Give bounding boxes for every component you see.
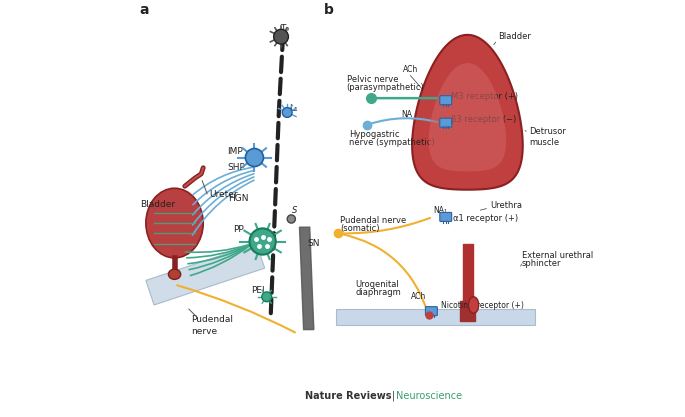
Text: Bladder: Bladder <box>140 200 175 209</box>
Text: b: b <box>324 3 334 17</box>
Text: HGN: HGN <box>229 194 249 203</box>
FancyBboxPatch shape <box>440 95 451 105</box>
Circle shape <box>274 29 288 44</box>
Text: α1 receptor (+): α1 receptor (+) <box>453 214 519 223</box>
Polygon shape <box>429 63 506 171</box>
Text: Pelvic nerve: Pelvic nerve <box>347 75 398 84</box>
Text: Nature Reviews: Nature Reviews <box>305 391 392 401</box>
Text: Urethra: Urethra <box>490 201 522 210</box>
Circle shape <box>245 148 264 166</box>
Text: L₁: L₁ <box>289 104 298 113</box>
Text: ACh: ACh <box>403 65 418 73</box>
Ellipse shape <box>469 297 479 313</box>
Text: Hypogastric: Hypogastric <box>349 130 399 139</box>
Text: diaphragm: diaphragm <box>356 288 401 297</box>
Text: PP: PP <box>234 225 245 234</box>
Text: T₉: T₉ <box>280 24 289 33</box>
Text: Nicotinic receptor (+): Nicotinic receptor (+) <box>441 301 524 309</box>
Polygon shape <box>336 309 535 326</box>
FancyBboxPatch shape <box>440 212 451 221</box>
Text: External urethral: External urethral <box>522 251 593 260</box>
Text: Pudendal nerve: Pudendal nerve <box>340 216 407 225</box>
Text: a: a <box>140 3 149 17</box>
Circle shape <box>249 229 276 255</box>
Text: NA₁: NA₁ <box>434 206 447 215</box>
Circle shape <box>262 292 272 302</box>
Text: β3 receptor (−): β3 receptor (−) <box>451 116 516 124</box>
Text: ACh: ACh <box>411 292 426 301</box>
Text: M3 receptor (+): M3 receptor (+) <box>451 92 518 100</box>
Text: Urogenital: Urogenital <box>356 280 399 289</box>
Text: PEL: PEL <box>251 286 268 295</box>
Text: S: S <box>292 206 297 215</box>
Polygon shape <box>146 244 264 305</box>
Ellipse shape <box>146 188 203 258</box>
Text: Pudendal
nerve: Pudendal nerve <box>191 315 233 336</box>
Ellipse shape <box>169 269 181 279</box>
Polygon shape <box>412 35 523 190</box>
Circle shape <box>287 215 295 223</box>
Text: |: | <box>392 391 395 401</box>
Text: NA: NA <box>401 110 412 118</box>
Text: Detrusor
muscle: Detrusor muscle <box>530 127 566 147</box>
Text: (parasympathetic): (parasympathetic) <box>347 83 424 92</box>
Text: (somatic): (somatic) <box>340 224 380 234</box>
FancyBboxPatch shape <box>440 118 451 127</box>
Text: sphincter: sphincter <box>522 259 562 268</box>
Text: Bladder: Bladder <box>498 32 531 41</box>
Text: Neuroscience: Neuroscience <box>396 391 462 401</box>
Polygon shape <box>299 227 314 329</box>
Text: Ureter: Ureter <box>210 190 238 199</box>
Text: IMP: IMP <box>227 147 242 156</box>
Text: SHP: SHP <box>227 163 245 172</box>
Text: nerve (sympathetic): nerve (sympathetic) <box>349 138 434 147</box>
FancyBboxPatch shape <box>425 306 437 316</box>
Text: SN: SN <box>308 239 320 248</box>
Circle shape <box>282 108 292 118</box>
